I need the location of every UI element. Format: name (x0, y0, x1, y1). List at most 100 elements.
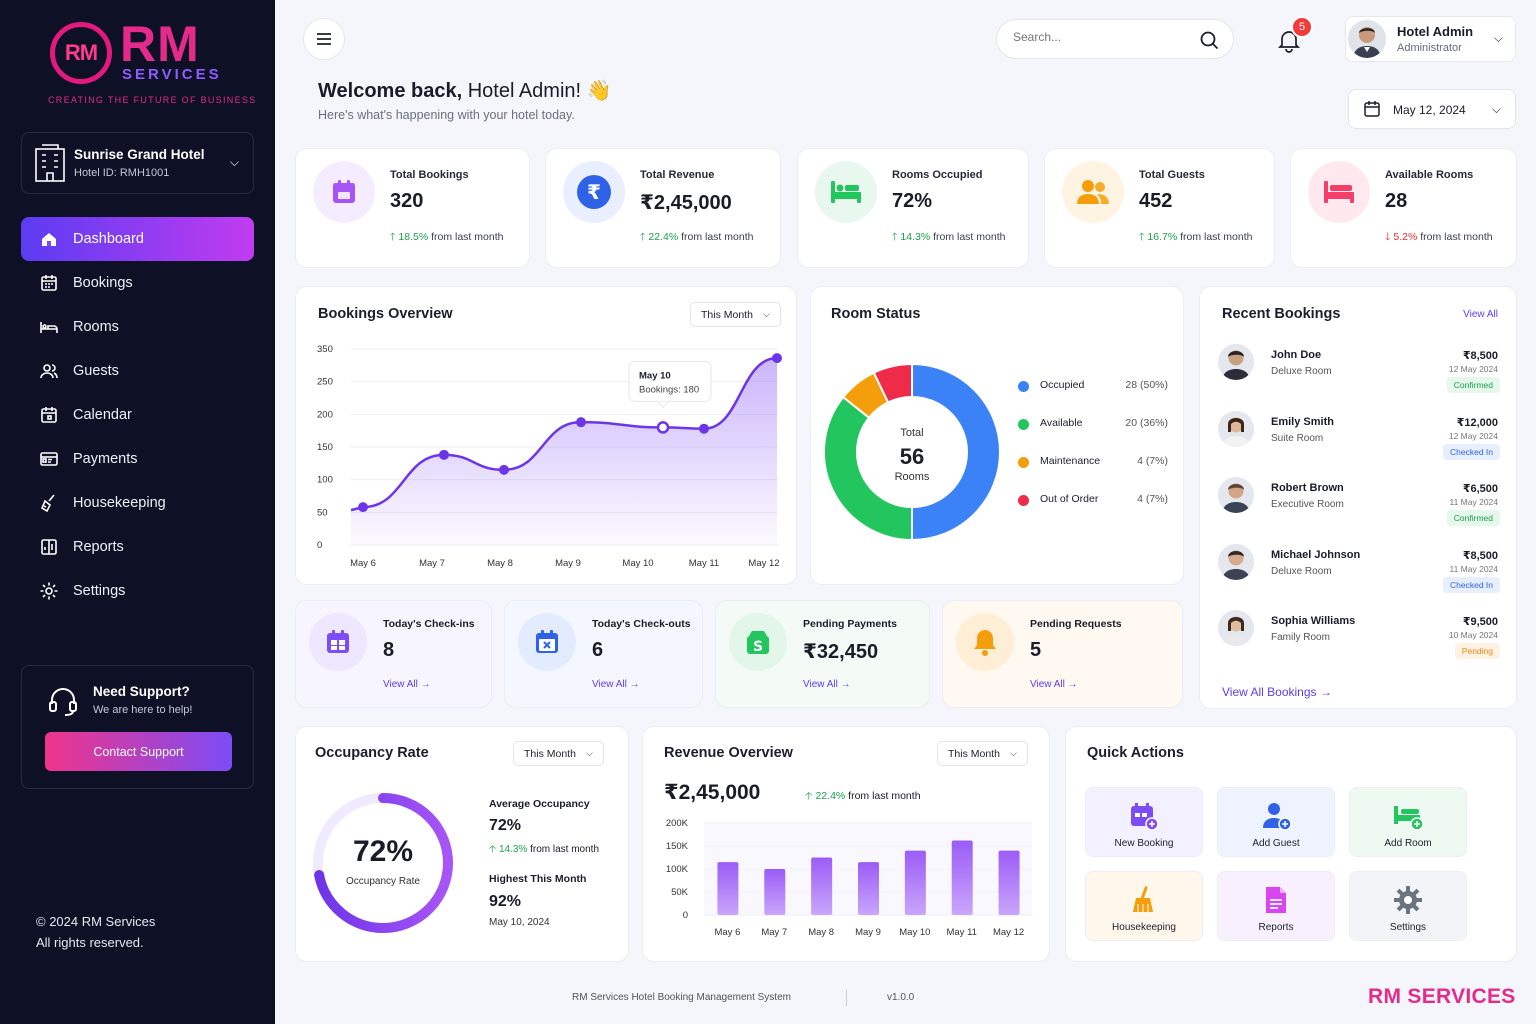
view-all-link[interactable]: View All (1463, 309, 1498, 320)
revenue-bar[interactable] (951, 840, 973, 915)
revenue-bar[interactable] (717, 862, 739, 915)
copyright-line2: All rights reserved. (36, 935, 144, 950)
user-menu[interactable]: Hotel Admin Administrator ⌵ (1345, 16, 1516, 62)
revenue-bar[interactable] (858, 862, 879, 915)
pending-requests-card[interactable]: Pending Requests 5 View All → (942, 600, 1183, 708)
avatar (1348, 20, 1386, 58)
selected-date: May 12, 2024 (1393, 103, 1466, 117)
calendar-x-icon (518, 613, 576, 671)
quick-action-reports[interactable]: Reports (1217, 871, 1335, 941)
chevron-down-icon: ⌵ (1009, 748, 1017, 758)
delta-suffix: from last month (431, 231, 504, 243)
y-tick-label: 0 (683, 910, 688, 921)
delta-suffix: from last month (681, 231, 754, 243)
hotel-selector[interactable]: Sunrise Grand Hotel Hotel ID: RMH1001 ⌵ (21, 132, 254, 194)
room-type: Deluxe Room (1271, 366, 1332, 377)
quick-action-add-room[interactable]: Add Room (1349, 787, 1467, 857)
wallet-icon: S (729, 613, 787, 671)
delta-value: 16.7% (1147, 231, 1178, 243)
pending-payments-card[interactable]: S Pending Payments ₹32,450 View All → (715, 600, 930, 708)
delta-suffix: from last month (1180, 231, 1253, 243)
payment-icon (40, 452, 58, 466)
revenue-bar[interactable] (764, 869, 786, 915)
home-icon (42, 233, 56, 246)
bookings-icon (41, 275, 57, 291)
contact-support-button[interactable]: Contact Support (45, 732, 232, 771)
quick-action-settings[interactable]: Settings (1349, 871, 1467, 941)
view-all-bookings-link[interactable]: View All Bookings → (1222, 685, 1332, 699)
view-all-link[interactable]: View All → (803, 679, 851, 690)
stat-label: Total Guests (1139, 169, 1205, 181)
sidebar-item-calendar[interactable]: Calendar (21, 393, 254, 437)
search-input[interactable] (1013, 30, 1183, 44)
menu-toggle-button[interactable] (303, 18, 345, 60)
quick-action-new-booking[interactable]: New Booking (1085, 787, 1203, 857)
support-title: Need Support? (93, 684, 190, 699)
booking-row[interactable]: Emily Smith Suite Room ₹12,000 12 May 2024 C… (1218, 410, 1500, 471)
occupancy-filter-dropdown[interactable]: This Month ⌵ (513, 741, 604, 766)
sidebar-item-label: Calendar (73, 407, 132, 423)
view-all-link[interactable]: View All → (592, 679, 640, 690)
checkouts-card[interactable]: Today's Check-outs 6 View All → (504, 600, 703, 708)
data-point[interactable] (699, 423, 709, 434)
legend-label: Available (1040, 417, 1083, 429)
booking-row[interactable]: Michael Johnson Deluxe Room ₹8,500 11 May 2… (1218, 543, 1500, 604)
sidebar-item-guests[interactable]: Guests (21, 349, 254, 393)
bookings-filter-dropdown[interactable]: This Month ⌵ (690, 302, 781, 327)
revenue-bar[interactable] (998, 850, 1020, 915)
revenue-bar[interactable] (811, 857, 833, 916)
total-revenue-card[interactable]: ₹ Total Revenue ₹2,45,000 🡑 22.4% from last… (545, 148, 781, 268)
revenue-filter-dropdown[interactable]: This Month ⌵ (937, 741, 1028, 766)
sidebar-item-rooms[interactable]: Rooms (21, 305, 254, 349)
quick-action-add-guest[interactable]: Add Guest (1217, 787, 1335, 857)
arrow-up-icon: 🡑 (1139, 231, 1145, 243)
view-all-link[interactable]: View All → (1030, 679, 1078, 690)
view-all-link[interactable]: View All → (383, 679, 431, 690)
checkins-card[interactable]: Today's Check-ins 8 View All → (295, 600, 492, 708)
donut-slice-available[interactable] (823, 395, 913, 542)
data-point[interactable] (576, 417, 586, 428)
tooltip-date: May 10 (639, 370, 671, 381)
data-point[interactable] (358, 502, 368, 513)
data-point[interactable] (499, 464, 509, 475)
add-guest-icon (1260, 800, 1292, 832)
booking-row[interactable]: Robert Brown Executive Room ₹6,500 11 May 2… (1218, 477, 1500, 537)
data-point[interactable] (772, 353, 782, 364)
search-icon[interactable] (1199, 30, 1219, 50)
legend-label: Maintenance (1040, 455, 1101, 467)
sidebar-item-dashboard[interactable]: Dashboard (21, 217, 254, 261)
sidebar-item-reports[interactable]: Reports (21, 525, 254, 569)
card-title: Bookings Overview (318, 306, 453, 322)
sidebar-item-settings[interactable]: Settings (21, 569, 254, 613)
y-tick-label: 150K (666, 841, 689, 852)
users-icon (40, 364, 58, 379)
delta-value: 22.4% (815, 790, 846, 802)
sidebar-item-payments[interactable]: Payments (21, 437, 254, 481)
rupee-icon: ₹ (563, 161, 625, 223)
booking-row[interactable]: Sophia Williams Family Room ₹9,500 10 May 2… (1218, 610, 1500, 670)
total-bookings-card[interactable]: Total Bookings 320 🡑 18.5% from last month (295, 148, 530, 268)
donut-slice-occupied[interactable] (911, 362, 1001, 542)
data-point[interactable] (656, 421, 670, 434)
quick-action-housekeeping[interactable]: Housekeeping (1085, 871, 1203, 941)
filter-label: This Month (948, 747, 1000, 760)
room-type: Suite Room (1271, 432, 1324, 444)
date-picker[interactable]: May 12, 2024 ⌵ (1348, 89, 1516, 129)
sidebar-item-bookings[interactable]: Bookings (21, 261, 254, 305)
rooms-occupied-card[interactable]: Rooms Occupied 72% 🡑 14.3% from last month (797, 148, 1029, 268)
brand-logo[interactable]: RM RM SERVICES CREATING THE FUTURE OF BU… (48, 16, 255, 110)
revenue-bar[interactable] (904, 850, 926, 915)
delta-suffix: from last month (848, 790, 921, 802)
data-point[interactable] (439, 449, 449, 460)
notification-badge: 5 (1291, 16, 1313, 38)
delta-value: 14.3% (498, 844, 528, 855)
booking-date: 11 May 2024 (1449, 563, 1498, 574)
booking-row[interactable]: John Doe Deluxe Room ₹8,500 12 May 2024 Conf… (1218, 344, 1500, 404)
donut-slice-out-of-order[interactable] (872, 362, 913, 404)
sidebar-item-housekeeping[interactable]: Housekeeping (21, 481, 254, 525)
broom-icon (1128, 884, 1160, 916)
revenue-delta: 🡡 22.4% from last month (805, 788, 921, 806)
available-rooms-card[interactable]: Available Rooms 28 🡓 5.2% from last month (1290, 148, 1517, 268)
status-badge: Confirmed (1446, 377, 1500, 393)
total-guests-card[interactable]: Total Guests 452 🡑 16.7% from last month (1044, 148, 1275, 268)
